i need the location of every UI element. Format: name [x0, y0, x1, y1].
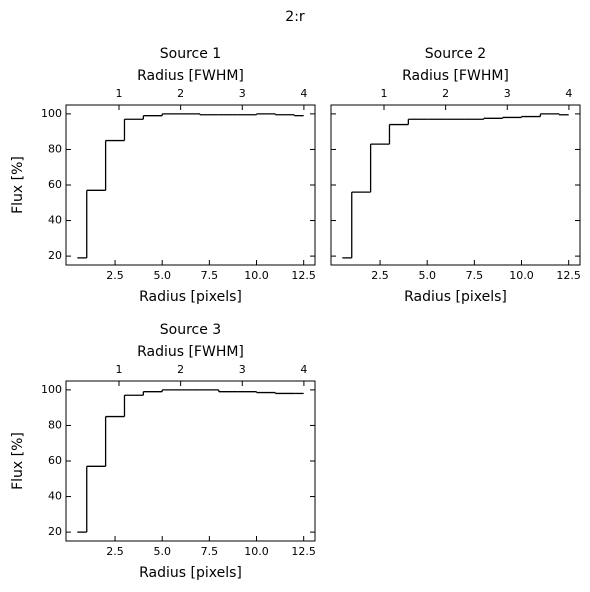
x-tick-label: 2.5	[106, 545, 124, 558]
y-tick-label: 80	[48, 142, 62, 155]
axes-frame	[330, 104, 581, 266]
x-tick-label: 12.5	[291, 545, 316, 558]
x2-tick-label: 1	[381, 87, 388, 100]
x-tick-label: 12.5	[556, 269, 581, 282]
x-tick-label: 2.5	[371, 269, 389, 282]
y-tick-label: 60	[48, 454, 62, 467]
x2-axis-label: Radius [FWHM]	[402, 68, 509, 84]
x2-tick-label: 4	[565, 87, 572, 100]
y-tick-label: 100	[41, 107, 62, 120]
subplot-title: Source 1	[160, 46, 221, 62]
y-tick-label: 40	[48, 214, 62, 227]
y-tick-label: 100	[41, 383, 62, 396]
x-tick-label: 7.5	[466, 269, 484, 282]
y-tick-label: 60	[48, 178, 62, 191]
x2-tick-label: 3	[239, 87, 246, 100]
x-tick-label: 12.5	[291, 269, 316, 282]
x-tick-label: 10.0	[244, 269, 269, 282]
x2-tick-label: 2	[177, 363, 184, 376]
y-tick-label: 20	[48, 249, 62, 262]
x-tick-label: 7.5	[201, 269, 219, 282]
y-axis-label: Flux [%]	[10, 156, 26, 214]
y-tick-label: 80	[48, 418, 62, 431]
x2-tick-label: 3	[504, 87, 511, 100]
y-tick-label: 40	[48, 490, 62, 503]
x2-tick-label: 1	[116, 87, 123, 100]
x2-tick-label: 4	[300, 87, 307, 100]
x-axis-label: Radius [pixels]	[404, 289, 507, 305]
subplot-title: Source 3	[160, 322, 221, 338]
y-axis-label: Flux [%]	[10, 432, 26, 490]
axes-frame	[65, 380, 316, 542]
y-tick-label: 20	[48, 525, 62, 538]
x2-tick-label: 4	[300, 363, 307, 376]
x-tick-label: 7.5	[201, 545, 219, 558]
x2-tick-label: 2	[177, 87, 184, 100]
x-tick-label: 5.0	[153, 269, 171, 282]
x2-tick-label: 2	[442, 87, 449, 100]
x-tick-label: 10.0	[244, 545, 269, 558]
axes-frame	[65, 104, 316, 266]
x2-axis-label: Radius [FWHM]	[137, 68, 244, 84]
figure-title: 2:r	[285, 9, 305, 25]
x-tick-label: 5.0	[418, 269, 436, 282]
x-tick-label: 10.0	[509, 269, 534, 282]
x-axis-label: Radius [pixels]	[139, 565, 242, 581]
x-tick-label: 2.5	[106, 269, 124, 282]
x2-axis-label: Radius [FWHM]	[137, 344, 244, 360]
subplot-title: Source 2	[425, 46, 486, 62]
x-tick-label: 5.0	[153, 545, 171, 558]
x2-tick-label: 3	[239, 363, 246, 376]
x2-tick-label: 1	[116, 363, 123, 376]
x-axis-label: Radius [pixels]	[139, 289, 242, 305]
